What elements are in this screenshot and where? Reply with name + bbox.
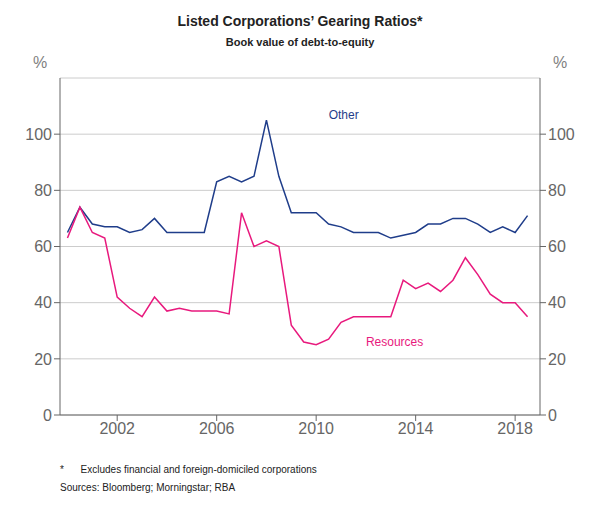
svg-text:20: 20 [34, 351, 52, 368]
html-text:Listed Corporations’ Gearing R: Listed Corporations’ Gearing Ratios* [177, 13, 423, 29]
svg-text:2010: 2010 [298, 420, 334, 437]
svg-text:Other: Other [329, 108, 359, 122]
svg-text:40: 40 [34, 294, 52, 311]
svg-text:80: 80 [34, 182, 52, 199]
svg-text:%: % [33, 54, 47, 71]
svg-text:80: 80 [548, 182, 566, 199]
svg-text:20: 20 [548, 351, 566, 368]
html-text:Book value of debt-to-equity: Book value of debt-to-equity [225, 36, 375, 48]
html-text:* Excludes financial and forei: * Excludes financial and foreign-domicil… [60, 464, 317, 475]
svg-text:60: 60 [34, 238, 52, 255]
svg-text:Resources: Resources [366, 335, 423, 349]
svg-text:2018: 2018 [497, 420, 533, 437]
svg-text:40: 40 [548, 294, 566, 311]
svg-text:0: 0 [548, 407, 557, 424]
html-text:Sources: Bloomberg; Morningsta: Sources: Bloomberg; Morningstar; RBA [60, 482, 236, 493]
svg-text:2002: 2002 [99, 420, 135, 437]
svg-text:%: % [553, 54, 567, 71]
svg-text:0: 0 [43, 407, 52, 424]
svg-text:100: 100 [25, 126, 52, 143]
svg-text:100: 100 [548, 126, 575, 143]
svg-text:60: 60 [548, 238, 566, 255]
svg-text:2014: 2014 [398, 420, 434, 437]
svg-text:2006: 2006 [199, 420, 235, 437]
